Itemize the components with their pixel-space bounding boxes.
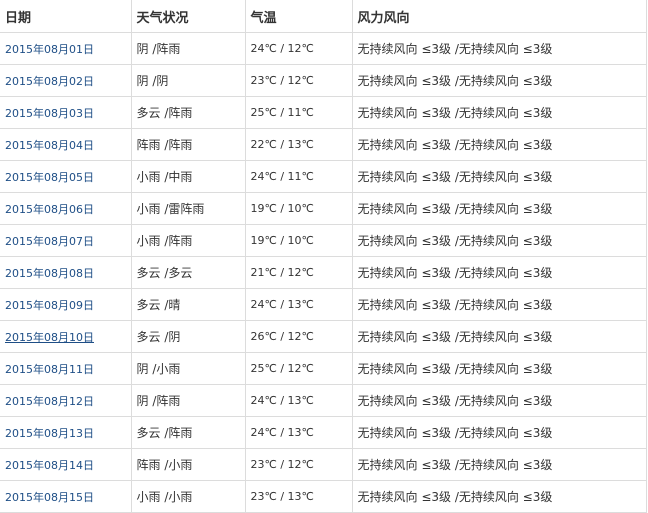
date-link[interactable]: 2015年08月06日: [5, 202, 94, 216]
temperature-cell: 22℃ / 13℃: [244, 128, 353, 161]
table-row: 2015年08月11日 阴 /小雨 25℃ / 12℃ 无持续风向 ≤3级 /无持续风…: [0, 352, 647, 385]
date-cell: 2015年08月13日: [0, 416, 132, 449]
wind-cell: 无持续风向 ≤3级 /无持续风向 ≤3级: [351, 448, 647, 481]
date-cell: 2015年08月06日: [0, 192, 132, 225]
date-cell: 2015年08月04日: [0, 128, 132, 161]
table-row: 2015年08月08日 多云 /多云 21℃ / 12℃ 无持续风向 ≤3级 /无持续…: [0, 256, 647, 289]
date-cell: 2015年08月09日: [0, 288, 132, 321]
header-date: 日期: [0, 0, 132, 33]
header-temperature: 气温: [244, 0, 353, 33]
temperature-cell: 19℃ / 10℃: [244, 224, 353, 257]
temperature-cell: 21℃ / 12℃: [244, 256, 353, 289]
date-link[interactable]: 2015年08月04日: [5, 138, 94, 152]
date-cell: 2015年08月03日: [0, 96, 132, 129]
date-cell: 2015年08月05日: [0, 160, 132, 193]
weather-cell: 小雨 /阵雨: [130, 224, 246, 257]
temperature-cell: 24℃ / 13℃: [244, 416, 353, 449]
date-link[interactable]: 2015年08月09日: [5, 298, 94, 312]
temperature-cell: 24℃ / 13℃: [244, 384, 353, 417]
header-weather: 天气状况: [130, 0, 246, 33]
weather-cell: 多云 /多云: [130, 256, 246, 289]
date-link[interactable]: 2015年08月14日: [5, 458, 94, 472]
wind-cell: 无持续风向 ≤3级 /无持续风向 ≤3级: [351, 128, 647, 161]
wind-cell: 无持续风向 ≤3级 /无持续风向 ≤3级: [351, 480, 647, 513]
temperature-cell: 19℃ / 10℃: [244, 192, 353, 225]
weather-cell: 阴 /阵雨: [130, 32, 246, 65]
weather-cell: 阴 /阵雨: [130, 384, 246, 417]
weather-cell: 阴 /阴: [130, 64, 246, 97]
weather-cell: 阴 /小雨: [130, 352, 246, 385]
table-row: 2015年08月12日 阴 /阵雨 24℃ / 13℃ 无持续风向 ≤3级 /无持续风…: [0, 384, 647, 417]
table-header-row: 日期 天气状况 气温 风力风向: [0, 0, 647, 33]
table-row: 2015年08月02日 阴 /阴 23℃ / 12℃ 无持续风向 ≤3级 /无持续风向…: [0, 64, 647, 97]
date-link[interactable]: 2015年08月13日: [5, 426, 94, 440]
table-row: 2015年08月06日 小雨 /雷阵雨 19℃ / 10℃ 无持续风向 ≤3级 /无持…: [0, 192, 647, 225]
wind-cell: 无持续风向 ≤3级 /无持续风向 ≤3级: [351, 64, 647, 97]
temperature-cell: 23℃ / 13℃: [244, 480, 353, 513]
table-row: 2015年08月13日 多云 /阵雨 24℃ / 13℃ 无持续风向 ≤3级 /无持续…: [0, 416, 647, 449]
header-wind: 风力风向: [351, 0, 647, 33]
weather-cell: 多云 /阵雨: [130, 96, 246, 129]
table-row: 2015年08月01日 阴 /阵雨 24℃ / 12℃ 无持续风向 ≤3级 /无持续风…: [0, 32, 647, 65]
date-link[interactable]: 2015年08月02日: [5, 74, 94, 88]
table-row: 2015年08月04日 阵雨 /阵雨 22℃ / 13℃ 无持续风向 ≤3级 /无持续…: [0, 128, 647, 161]
temperature-cell: 23℃ / 12℃: [244, 448, 353, 481]
weather-cell: 多云 /阴: [130, 320, 246, 353]
date-link[interactable]: 2015年08月12日: [5, 394, 94, 408]
wind-cell: 无持续风向 ≤3级 /无持续风向 ≤3级: [351, 352, 647, 385]
table-row: 2015年08月05日 小雨 /中雨 24℃ / 11℃ 无持续风向 ≤3级 /无持续…: [0, 160, 647, 193]
weather-cell: 小雨 /小雨: [130, 480, 246, 513]
wind-cell: 无持续风向 ≤3级 /无持续风向 ≤3级: [351, 32, 647, 65]
date-link[interactable]: 2015年08月11日: [5, 362, 94, 376]
temperature-cell: 25℃ / 12℃: [244, 352, 353, 385]
table-row: 2015年08月07日 小雨 /阵雨 19℃ / 10℃ 无持续风向 ≤3级 /无持续…: [0, 224, 647, 257]
table-row: 2015年08月03日 多云 /阵雨 25℃ / 11℃ 无持续风向 ≤3级 /无持续…: [0, 96, 647, 129]
date-cell: 2015年08月07日: [0, 224, 132, 257]
date-cell: 2015年08月08日: [0, 256, 132, 289]
date-cell: 2015年08月02日: [0, 64, 132, 97]
wind-cell: 无持续风向 ≤3级 /无持续风向 ≤3级: [351, 320, 647, 353]
wind-cell: 无持续风向 ≤3级 /无持续风向 ≤3级: [351, 96, 647, 129]
date-link[interactable]: 2015年08月10日: [5, 330, 94, 344]
temperature-cell: 24℃ / 11℃: [244, 160, 353, 193]
weather-cell: 多云 /晴: [130, 288, 246, 321]
table-row: 2015年08月15日 小雨 /小雨 23℃ / 13℃ 无持续风向 ≤3级 /无持续…: [0, 480, 647, 513]
temperature-cell: 26℃ / 12℃: [244, 320, 353, 353]
weather-cell: 多云 /阵雨: [130, 416, 246, 449]
date-link[interactable]: 2015年08月08日: [5, 266, 94, 280]
date-cell: 2015年08月15日: [0, 480, 132, 513]
date-link[interactable]: 2015年08月15日: [5, 490, 94, 504]
wind-cell: 无持续风向 ≤3级 /无持续风向 ≤3级: [351, 224, 647, 257]
table-row: 2015年08月10日 多云 /阴 26℃ / 12℃ 无持续风向 ≤3级 /无持续风…: [0, 320, 647, 353]
date-link[interactable]: 2015年08月01日: [5, 42, 94, 56]
date-cell: 2015年08月14日: [0, 448, 132, 481]
weather-cell: 阵雨 /阵雨: [130, 128, 246, 161]
date-cell: 2015年08月11日: [0, 352, 132, 385]
temperature-cell: 24℃ / 12℃: [244, 32, 353, 65]
date-cell: 2015年08月01日: [0, 32, 132, 65]
table-row: 2015年08月14日 阵雨 /小雨 23℃ / 12℃ 无持续风向 ≤3级 /无持续…: [0, 448, 647, 481]
wind-cell: 无持续风向 ≤3级 /无持续风向 ≤3级: [351, 192, 647, 225]
wind-cell: 无持续风向 ≤3级 /无持续风向 ≤3级: [351, 256, 647, 289]
wind-cell: 无持续风向 ≤3级 /无持续风向 ≤3级: [351, 416, 647, 449]
weather-cell: 小雨 /雷阵雨: [130, 192, 246, 225]
wind-cell: 无持续风向 ≤3级 /无持续风向 ≤3级: [351, 288, 647, 321]
temperature-cell: 25℃ / 11℃: [244, 96, 353, 129]
wind-cell: 无持续风向 ≤3级 /无持续风向 ≤3级: [351, 160, 647, 193]
temperature-cell: 23℃ / 12℃: [244, 64, 353, 97]
date-cell: 2015年08月10日: [0, 320, 132, 353]
date-link[interactable]: 2015年08月07日: [5, 234, 94, 248]
temperature-cell: 24℃ / 13℃: [244, 288, 353, 321]
weather-cell: 小雨 /中雨: [130, 160, 246, 193]
date-link[interactable]: 2015年08月03日: [5, 106, 94, 120]
wind-cell: 无持续风向 ≤3级 /无持续风向 ≤3级: [351, 384, 647, 417]
date-link[interactable]: 2015年08月05日: [5, 170, 94, 184]
date-cell: 2015年08月12日: [0, 384, 132, 417]
table-row: 2015年08月09日 多云 /晴 24℃ / 13℃ 无持续风向 ≤3级 /无持续风…: [0, 288, 647, 321]
weather-cell: 阵雨 /小雨: [130, 448, 246, 481]
